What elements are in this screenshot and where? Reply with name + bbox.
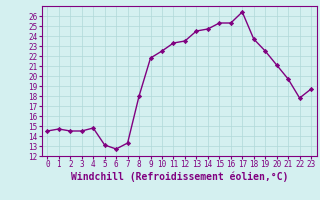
X-axis label: Windchill (Refroidissement éolien,°C): Windchill (Refroidissement éolien,°C) [70,172,288,182]
